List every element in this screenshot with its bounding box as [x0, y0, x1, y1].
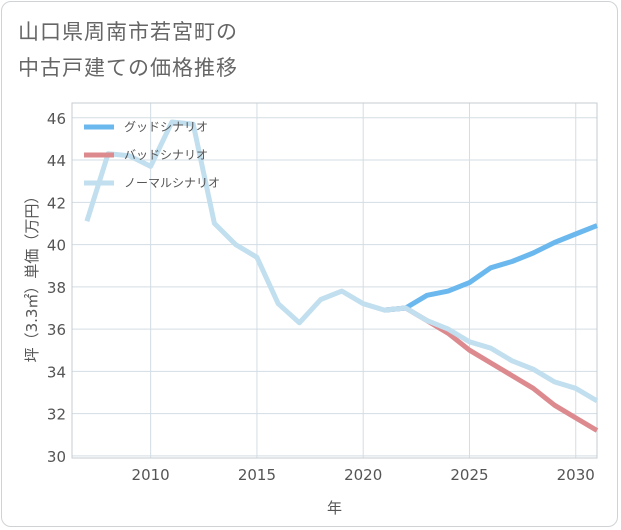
y-tick-label: 34: [47, 363, 66, 381]
legend-label: グッドシナリオ: [124, 120, 208, 134]
legend-item-normal[interactable]: ノーマルシナリオ: [84, 176, 220, 190]
y-tick-label: 46: [47, 110, 66, 128]
y-tick-label: 36: [47, 321, 66, 339]
series-line-good: [384, 223, 598, 313]
x-axis-label: 年: [327, 499, 342, 517]
legend-label: ノーマルシナリオ: [124, 176, 220, 190]
chart-title-line1: 山口県周南市若宮町の: [18, 20, 238, 44]
y-axis-label: 坪（3.3㎡）単価（万円）: [23, 189, 41, 363]
plot-frame: [71, 102, 598, 459]
y-tick-label: 44: [47, 152, 66, 170]
series-line-normal: [84, 119, 599, 404]
legend-item-bad[interactable]: バッドシナリオ: [84, 148, 208, 162]
chart-title-line2: 中古戸建ての価格推移: [18, 56, 238, 80]
x-tick-label: 2030: [557, 466, 595, 484]
y-tick-label: 30: [47, 448, 66, 466]
x-tick-label: 2025: [450, 466, 488, 484]
chart-title: 山口県周南市若宮町の 中古戸建ての価格推移: [18, 14, 238, 86]
legend-label: バッドシナリオ: [124, 148, 208, 162]
series-layer: [84, 119, 599, 433]
series-line-bad: [384, 305, 599, 433]
tick-labels: 2010 2015 2020 2025 2030 30 32 34 36 38 40 42 44 46: [47, 110, 595, 484]
x-tick-label: 2010: [132, 466, 170, 484]
y-tick-label: 32: [47, 406, 66, 424]
y-tick-label: 38: [47, 279, 66, 297]
legend-item-good[interactable]: グッドシナリオ: [84, 120, 208, 134]
y-tick-label: 40: [47, 237, 66, 255]
x-tick-label: 2020: [344, 466, 382, 484]
y-tick-label: 42: [47, 194, 66, 212]
x-tick-label: 2015: [238, 466, 276, 484]
